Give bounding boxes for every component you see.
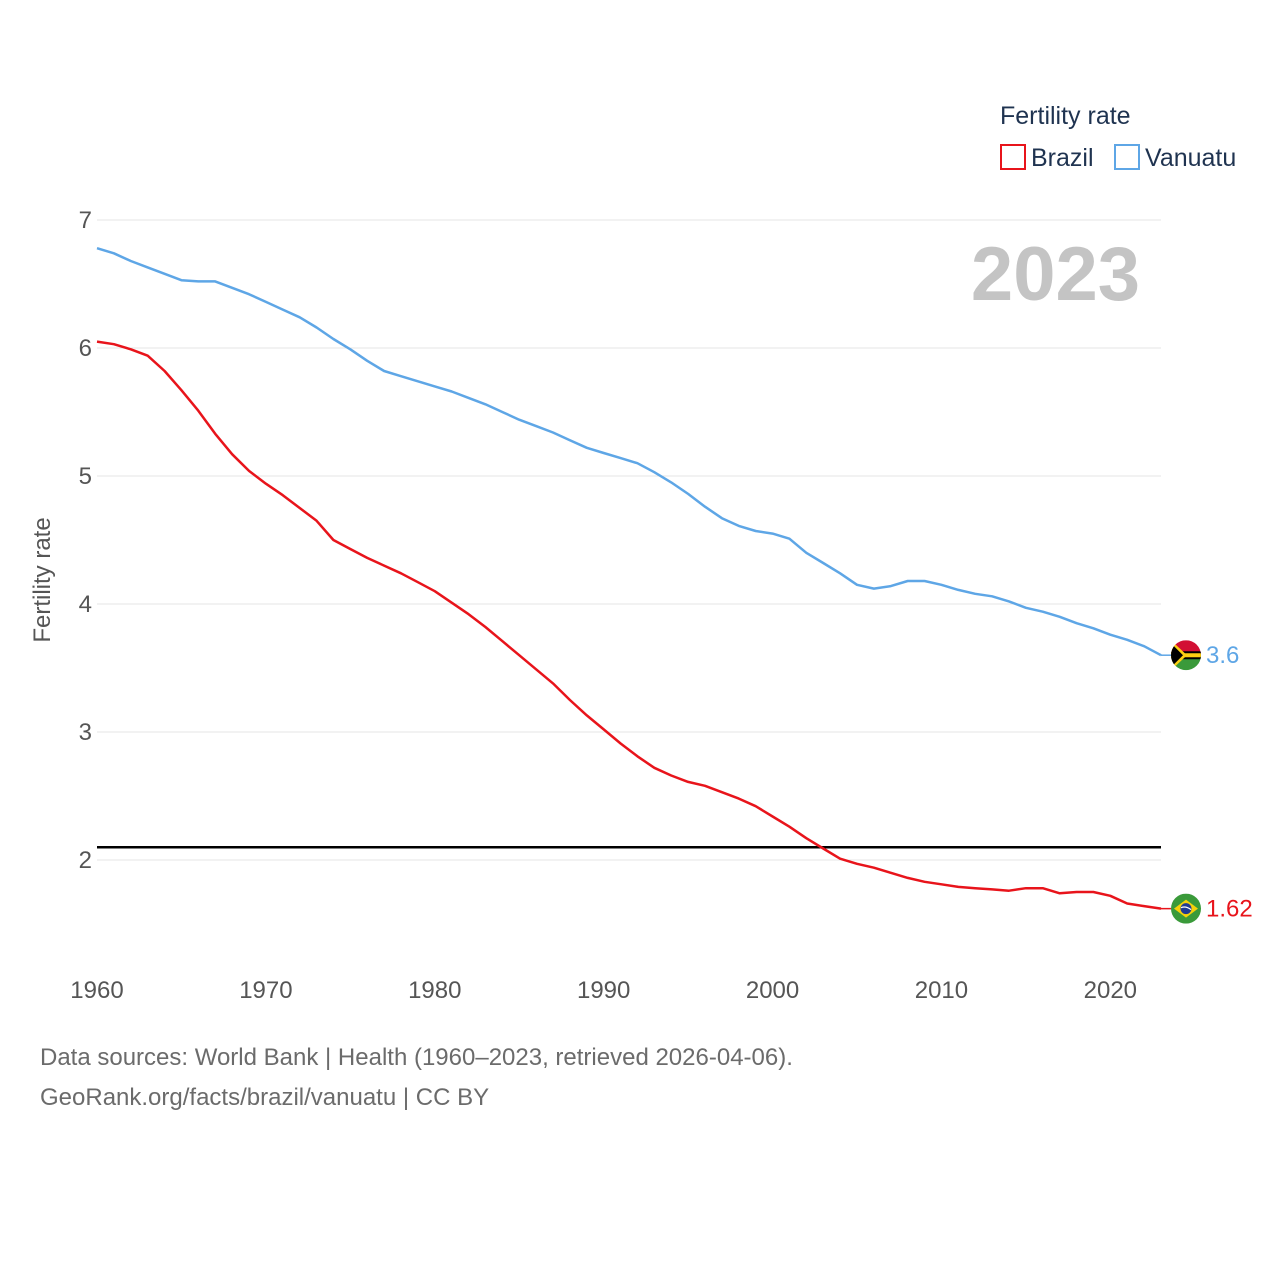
end-value-label-vanuatu: 3.6 bbox=[1206, 642, 1239, 669]
brazil-flag bbox=[1171, 893, 1201, 924]
series-line-brazil bbox=[96, 340, 1162, 910]
vanuatu-flag-triangle bbox=[1171, 643, 1183, 668]
legend-swatch-brazil bbox=[1000, 144, 1026, 170]
year-label: 2023 bbox=[971, 232, 1140, 317]
x-tick-label-2010: 2010 bbox=[915, 977, 968, 1004]
y-tick-label-5: 5 bbox=[79, 463, 92, 490]
y-tick-label-2: 2 bbox=[79, 847, 92, 874]
x-tick-label-1960: 1960 bbox=[70, 977, 123, 1004]
y-tick-label-3: 3 bbox=[79, 719, 92, 746]
y-axis-title: Fertility rate bbox=[29, 517, 56, 642]
x-tick-label-1980: 1980 bbox=[408, 977, 461, 1004]
x-axis-ticks: 1960 1970 1980 1990 2000 2010 2020 bbox=[70, 977, 1137, 1004]
x-tick-label-1990: 1990 bbox=[577, 977, 630, 1004]
legend-items: Brazil Vanuatu bbox=[1000, 144, 1236, 172]
y-tick-label-4: 4 bbox=[79, 591, 92, 618]
legend-swatch-vanuatu bbox=[1114, 144, 1140, 170]
legend-label-vanuatu: Vanuatu bbox=[1145, 144, 1236, 172]
gridlines bbox=[97, 219, 1161, 861]
vanuatu-flag bbox=[1171, 640, 1201, 671]
x-tick-label-1970: 1970 bbox=[239, 977, 292, 1004]
brazil-flag-band bbox=[1180, 906, 1192, 911]
y-tick-label-7: 7 bbox=[79, 207, 92, 234]
x-tick-label-2020: 2020 bbox=[1084, 977, 1137, 1004]
x-tick-label-2000: 2000 bbox=[746, 977, 799, 1004]
source-credit: GeoRank.org/facts/brazil/vanuatu | CC BY bbox=[40, 1084, 490, 1111]
end-value-label-brazil: 1.62 bbox=[1206, 896, 1253, 923]
legend-title: Fertility rate bbox=[1000, 102, 1131, 130]
y-tick-label-6: 6 bbox=[79, 335, 92, 362]
series-line-vanuatu bbox=[96, 247, 1162, 657]
series-end-markers: 1.62 3.6 bbox=[1161, 640, 1253, 924]
y-axis-ticks: 2 3 4 5 6 7 bbox=[79, 207, 92, 874]
series-lines bbox=[96, 247, 1162, 910]
data-sources: Data sources: World Bank | Health (1960–… bbox=[40, 1044, 793, 1071]
brazil-flag-globe bbox=[1180, 903, 1192, 915]
legend-label-brazil: Brazil bbox=[1031, 144, 1094, 172]
legend: Fertility rate Brazil Vanuatu bbox=[1000, 102, 1236, 172]
